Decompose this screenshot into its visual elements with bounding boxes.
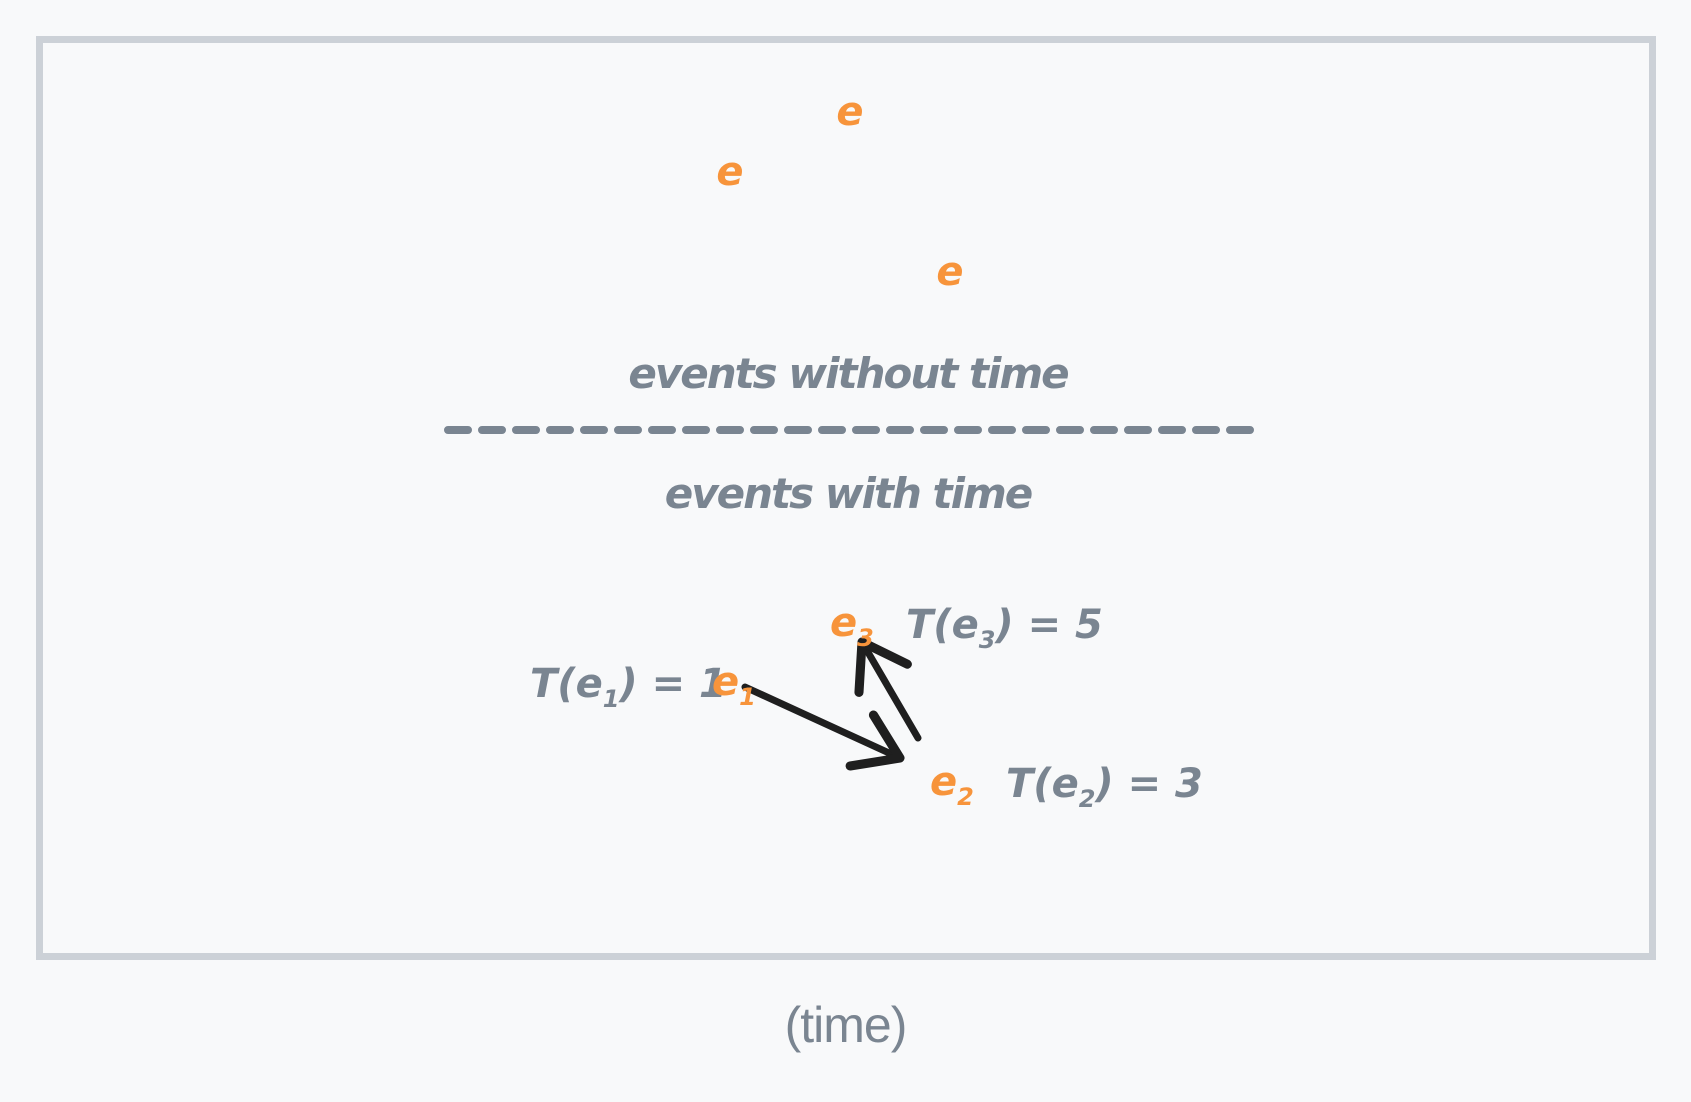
time-label-e3: T(e3) = 5	[906, 602, 1103, 654]
timed-event-e1: e1	[712, 659, 756, 711]
untimed-event-1: e	[836, 89, 863, 135]
time-label-e2: T(e2) = 3	[1006, 761, 1203, 813]
timed-event-e2: e2	[930, 759, 974, 811]
time-label-e1: T(e1) = 1	[530, 661, 727, 713]
timed-event-e3: e3	[830, 600, 874, 652]
arrow-e2-to-e3	[854, 637, 922, 742]
label-events-with-time: events with time	[665, 469, 1032, 518]
arrow-e1-to-e2	[741, 683, 905, 771]
untimed-event-2: e	[716, 149, 743, 195]
diagram-frame	[36, 36, 1656, 960]
untimed-event-3: e	[936, 249, 963, 295]
label-events-without-time: events without time	[628, 349, 1068, 398]
figure-caption: (time)	[784, 997, 908, 1053]
